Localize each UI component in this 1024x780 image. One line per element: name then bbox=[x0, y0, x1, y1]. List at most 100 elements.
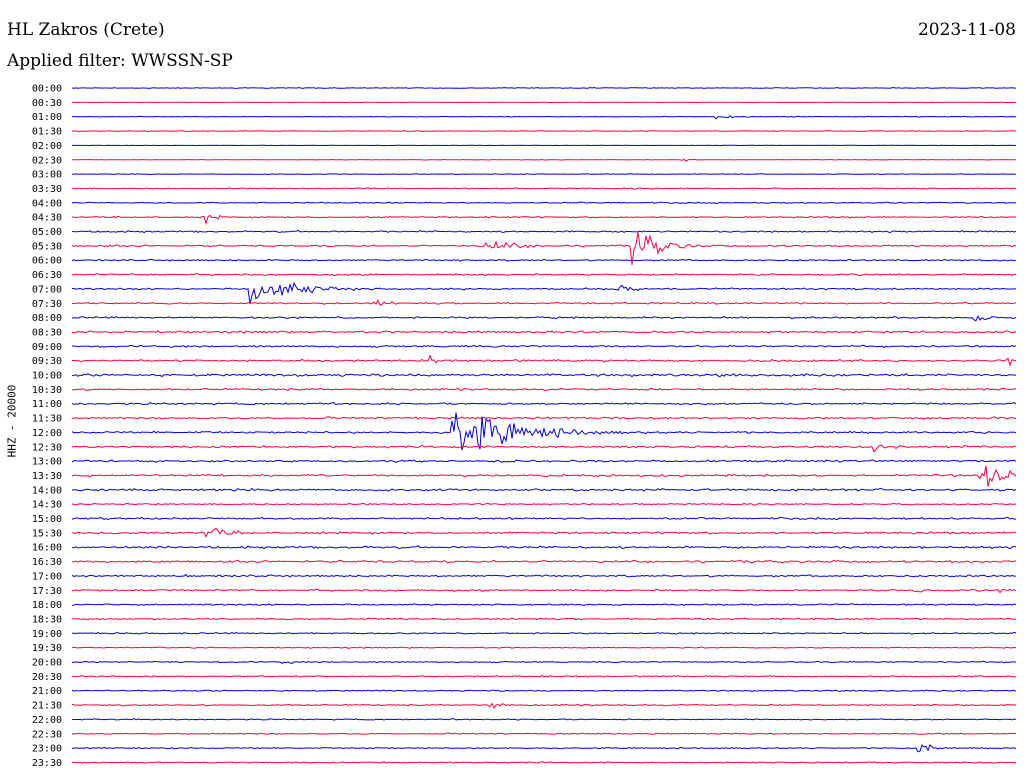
time-tick-label: 13:30 bbox=[32, 471, 62, 482]
trace-row-0030 bbox=[71, 101, 1017, 104]
trace-row-2230 bbox=[71, 732, 1017, 735]
trace-row-0100 bbox=[72, 114, 1016, 120]
time-tick-label: 18:30 bbox=[32, 614, 62, 625]
time-tick-label: 00:00 bbox=[32, 84, 62, 95]
time-tick-label: 23:00 bbox=[32, 744, 62, 755]
trace-row-1100 bbox=[71, 402, 1017, 406]
time-tick-label: 10:30 bbox=[32, 385, 62, 396]
trace-row-0300 bbox=[71, 173, 1017, 176]
time-tick-label: 11:00 bbox=[32, 399, 62, 410]
trace-row-1530 bbox=[71, 527, 1017, 538]
time-tick-label: 14:30 bbox=[32, 500, 62, 511]
trace-row-0530 bbox=[71, 231, 1017, 265]
trace-row-1400 bbox=[71, 487, 1017, 492]
time-tick-label: 07:00 bbox=[32, 284, 62, 295]
time-tick-label: 01:00 bbox=[32, 112, 62, 123]
trace-row-2000 bbox=[71, 660, 1016, 665]
time-tick-label: 17:00 bbox=[32, 571, 62, 582]
time-tick-label: 21:30 bbox=[32, 701, 62, 712]
station-title: HL Zakros (Crete) bbox=[7, 20, 165, 40]
time-tick-label: 04:00 bbox=[32, 198, 62, 209]
time-tick-label: 11:30 bbox=[32, 414, 62, 425]
trace-row-2200 bbox=[71, 718, 1017, 721]
time-tick-label: 23:30 bbox=[32, 758, 62, 769]
time-tick-label: 10:00 bbox=[32, 371, 62, 382]
time-tick-label: 22:00 bbox=[32, 715, 62, 726]
trace-row-1830 bbox=[71, 617, 1017, 621]
trace-row-0400 bbox=[71, 201, 1017, 205]
trace-row-1930 bbox=[71, 646, 1017, 649]
time-tick-label: 16:30 bbox=[32, 557, 62, 568]
time-tick-label: 04:30 bbox=[32, 213, 62, 224]
trace-row-0930 bbox=[71, 354, 1017, 367]
time-tick-label: 22:30 bbox=[32, 729, 62, 740]
trace-row-2100 bbox=[71, 689, 1017, 693]
trace-row-0830 bbox=[71, 329, 1017, 334]
time-tick-label: 05:00 bbox=[32, 227, 62, 238]
time-tick-label: 06:30 bbox=[32, 270, 62, 281]
trace-row-1200 bbox=[71, 412, 1017, 451]
time-tick-label: 14:00 bbox=[32, 485, 62, 496]
trace-row-1630 bbox=[71, 559, 1017, 564]
time-tick-label: 03:00 bbox=[32, 170, 62, 181]
trace-row-2330 bbox=[71, 761, 1017, 764]
trace-row-0000 bbox=[71, 86, 1017, 89]
trace-row-0130 bbox=[71, 130, 1017, 133]
time-tick-label: 00:30 bbox=[32, 98, 62, 109]
time-tick-label: 09:00 bbox=[32, 342, 62, 353]
date-label: 2023-11-08 bbox=[917, 20, 1016, 40]
trace-row-1500 bbox=[71, 516, 1017, 521]
trace-row-1300 bbox=[71, 459, 1017, 463]
trace-row-0630 bbox=[71, 272, 1017, 277]
time-tick-label: 20:30 bbox=[32, 672, 62, 683]
trace-row-2130 bbox=[71, 702, 1017, 710]
trace-row-1000 bbox=[71, 373, 1017, 378]
time-tick-label: 02:00 bbox=[32, 141, 62, 152]
seismic-traces bbox=[71, 86, 1017, 764]
time-tick-label: 16:00 bbox=[32, 543, 62, 554]
trace-row-0430 bbox=[71, 214, 1017, 226]
trace-row-0800 bbox=[71, 315, 1017, 322]
trace-row-0600 bbox=[71, 258, 1017, 262]
time-tick-label: 08:30 bbox=[32, 327, 62, 338]
trace-row-1130 bbox=[71, 416, 1017, 420]
time-tick-label: 20:00 bbox=[32, 658, 62, 669]
time-tick-label: 18:00 bbox=[32, 600, 62, 611]
trace-row-1700 bbox=[71, 573, 1017, 578]
trace-row-1730 bbox=[71, 588, 1017, 594]
trace-row-1330 bbox=[71, 465, 1017, 487]
time-tick-label: 12:30 bbox=[32, 442, 62, 453]
trace-row-0230 bbox=[71, 158, 1017, 162]
time-tick-label: 08:00 bbox=[32, 313, 62, 324]
trace-row-0900 bbox=[71, 344, 1017, 349]
time-tick-label: 09:30 bbox=[32, 356, 62, 367]
time-tick-label: 05:30 bbox=[32, 241, 62, 252]
trace-row-0330 bbox=[71, 187, 1017, 190]
trace-row-1030 bbox=[71, 387, 1017, 392]
time-tick-label: 21:00 bbox=[32, 686, 62, 697]
time-tick-label: 19:00 bbox=[32, 629, 62, 640]
time-tick-label: 13:00 bbox=[32, 457, 62, 468]
time-tick-label: 15:00 bbox=[32, 514, 62, 525]
trace-row-1430 bbox=[71, 502, 1017, 506]
time-labels: 00:00 00:30 01:00 01:30 02:00 02:30 03:00 03:30… bbox=[32, 84, 62, 769]
time-tick-label: 15:30 bbox=[32, 528, 62, 539]
time-tick-label: 01:30 bbox=[32, 127, 62, 138]
trace-row-1800 bbox=[71, 603, 1017, 607]
trace-row-1230 bbox=[72, 444, 1016, 453]
trace-row-1900 bbox=[71, 631, 1017, 635]
trace-row-0730 bbox=[71, 299, 1017, 306]
trace-row-1600 bbox=[71, 545, 1017, 550]
trace-row-0500 bbox=[71, 229, 1017, 234]
filter-label: Applied filter: WWSSN-SP bbox=[7, 51, 233, 71]
time-tick-label: 17:30 bbox=[32, 586, 62, 597]
time-tick-label: 07:30 bbox=[32, 299, 62, 310]
time-tick-label: 12:00 bbox=[32, 428, 62, 439]
trace-row-2030 bbox=[71, 675, 1017, 678]
time-tick-label: 02:30 bbox=[32, 155, 62, 166]
trace-row-0700 bbox=[71, 281, 1017, 305]
time-tick-label: 03:30 bbox=[32, 184, 62, 195]
time-tick-label: 19:30 bbox=[32, 643, 62, 654]
time-tick-label: 06:00 bbox=[32, 256, 62, 267]
